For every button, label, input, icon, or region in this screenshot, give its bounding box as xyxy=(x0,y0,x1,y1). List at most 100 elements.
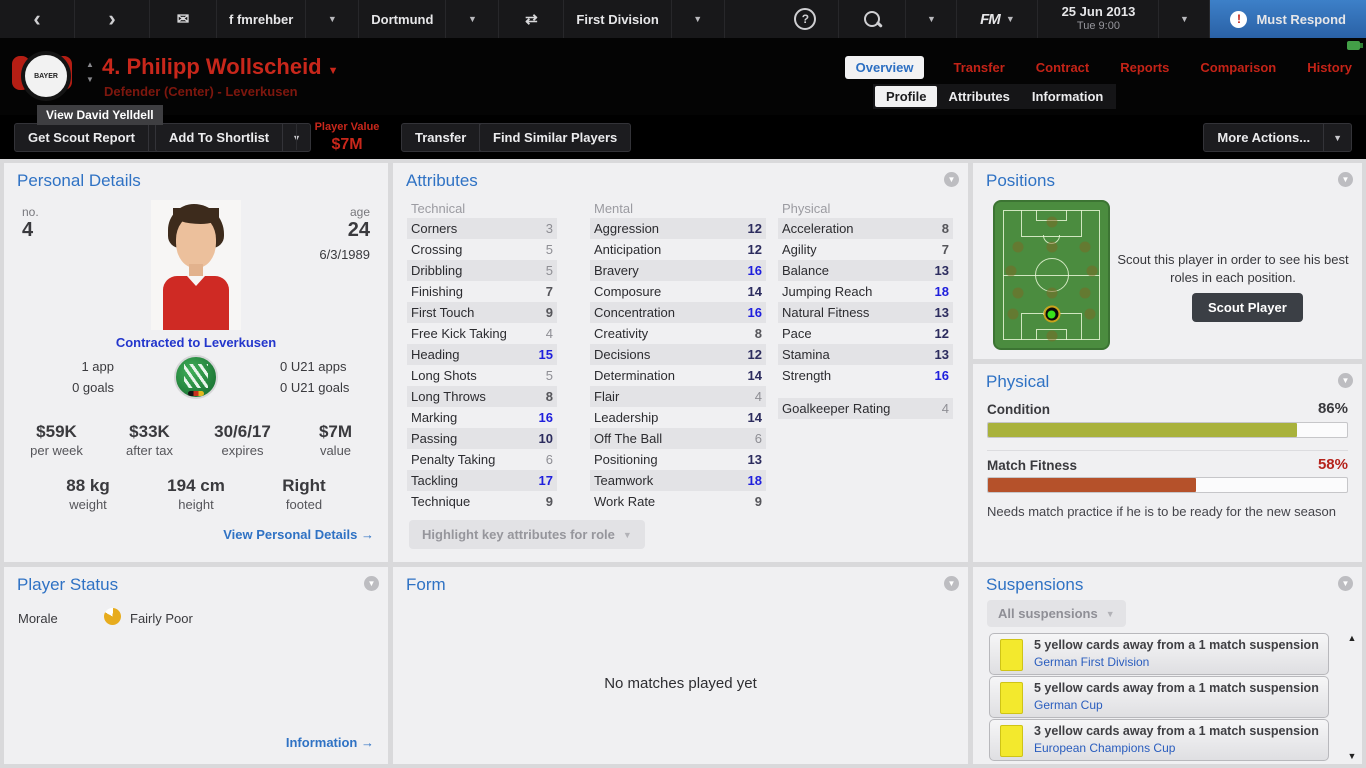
date-menu-arrow[interactable]: ▼ xyxy=(1159,0,1211,38)
attribute-label: Work Rate xyxy=(594,494,656,509)
continue-must-respond-button[interactable]: ! Must Respond xyxy=(1210,0,1366,38)
inbox-button[interactable]: ✉ xyxy=(150,0,217,38)
fm-menu-button[interactable]: FM ▼ xyxy=(957,0,1039,38)
search-button[interactable] xyxy=(839,0,907,38)
manager-menu-arrow[interactable]: ▼ xyxy=(306,0,360,38)
position-spot xyxy=(1086,265,1098,277)
add-to-shortlist-button[interactable]: Add To Shortlist ▼ xyxy=(155,123,312,152)
attribute-label: Heading xyxy=(411,347,460,362)
attribute-label: Composure xyxy=(594,284,662,299)
attribute-value: 12 xyxy=(934,326,949,341)
contract-club-link[interactable]: Contracted to Leverkusen xyxy=(115,335,277,350)
search-menu-arrow[interactable]: ▼ xyxy=(906,0,958,38)
condition-bar-fill xyxy=(988,423,1297,437)
scroll-down-icon[interactable]: ▼ xyxy=(1347,751,1357,761)
position-spot-core xyxy=(1047,310,1056,319)
chevron-down-icon[interactable]: ▼ xyxy=(1323,124,1351,151)
tab-transfer[interactable]: Transfer xyxy=(953,60,1005,75)
current-time: Tue 9:00 xyxy=(1076,20,1120,33)
collapse-panel-icon[interactable]: ▼ xyxy=(1338,576,1353,591)
attribute-value: 16 xyxy=(747,263,762,278)
date-display[interactable]: 25 Jun 2013 Tue 9:00 xyxy=(1038,0,1160,38)
collapse-panel-icon[interactable]: ▼ xyxy=(944,172,959,187)
competition-menu[interactable]: First Division xyxy=(564,0,672,38)
player-cycle-controls[interactable]: ▲ ▼ xyxy=(86,60,94,84)
player-name-menu[interactable]: 4. Philipp Wollscheid ▼ xyxy=(102,54,339,80)
attribute-group-header: Physical xyxy=(782,201,831,216)
attributes-column-physical: Physical Acceleration 8 Agility 7 Balance 13 Ju… xyxy=(778,199,953,419)
attribute-label: Finishing xyxy=(411,284,464,299)
forward-icon: › xyxy=(108,6,116,31)
subtab-information[interactable]: Information xyxy=(1031,89,1104,104)
team-menu-arrow[interactable]: ▼ xyxy=(446,0,500,38)
collapse-panel-icon[interactable]: ▼ xyxy=(1338,172,1353,187)
more-actions-button[interactable]: More Actions... ▼ xyxy=(1203,123,1352,152)
team-menu[interactable]: Dortmund xyxy=(359,0,447,38)
attributes-panel: Attributes ▼ Technical Corners 3 Crossing 5 D… xyxy=(393,163,968,562)
attribute-label: Passing xyxy=(411,431,458,446)
competition-switch-button[interactable]: ⇄ xyxy=(499,0,565,38)
suspension-card[interactable]: 3 yellow cards away from a 1 match suspe… xyxy=(989,719,1329,761)
attribute-label: Pace xyxy=(782,326,812,341)
information-link[interactable]: Information → xyxy=(286,735,374,750)
help-button[interactable]: ? xyxy=(772,0,840,38)
attribute-value: 18 xyxy=(747,473,762,488)
highlight-key-attributes-label: Highlight key attributes for role xyxy=(422,527,615,542)
suspension-card[interactable]: 5 yellow cards away from a 1 match suspe… xyxy=(989,633,1329,675)
suspension-competition[interactable]: German First Division xyxy=(1034,655,1150,669)
subtab-profile[interactable]: Profile xyxy=(875,86,938,107)
attribute-value: 9 xyxy=(545,494,553,509)
u21-caps: 0 U21 apps 0 U21 goals xyxy=(280,357,370,399)
attribute-value: 13 xyxy=(934,263,949,278)
attribute-value: 6 xyxy=(754,431,762,446)
highlight-key-attributes-button[interactable]: Highlight key attributes for role ▼ xyxy=(409,520,645,549)
view-personal-details-link[interactable]: View Personal Details → xyxy=(223,527,374,542)
tab-contract[interactable]: Contract xyxy=(1035,60,1090,75)
scout-player-button[interactable]: Scout Player xyxy=(1192,293,1303,322)
position-spot xyxy=(1046,216,1057,228)
scrollbar[interactable]: ▲ ▼ xyxy=(1346,633,1358,761)
attribute-value: 14 xyxy=(747,410,762,425)
tab-comparison[interactable]: Comparison xyxy=(1200,60,1277,75)
suspension-competition[interactable]: European Champions Cup xyxy=(1034,741,1176,755)
position-spot xyxy=(1007,308,1019,320)
get-scout-report-button[interactable]: Get Scout Report ▼ xyxy=(14,123,177,152)
attribute-label: Aggression xyxy=(594,221,660,236)
suspensions-filter-button[interactable]: All suspensions ▼ xyxy=(987,600,1126,627)
previous-player-arrow-icon[interactable]: ▲ xyxy=(86,60,94,69)
collapse-panel-icon[interactable]: ▼ xyxy=(944,576,959,591)
attribute-row: Finishing 7 xyxy=(407,281,557,302)
attribute-row: Technique 9 xyxy=(407,491,557,512)
search-icon xyxy=(864,11,881,27)
back-button[interactable]: ‹ xyxy=(0,0,75,38)
club-crest: BAYER xyxy=(12,46,72,102)
find-similar-players-button[interactable]: Find Similar Players xyxy=(479,123,632,152)
attribute-row: Flair 4 xyxy=(590,386,766,407)
attribute-value: 8 xyxy=(941,221,949,236)
manager-menu[interactable]: f fmrehber xyxy=(217,0,307,38)
scroll-up-icon[interactable]: ▲ xyxy=(1347,633,1357,643)
competition-menu-arrow[interactable]: ▼ xyxy=(672,0,725,38)
chevron-down-icon: ▼ xyxy=(467,14,477,24)
tab-reports[interactable]: Reports xyxy=(1120,60,1170,75)
contract-stat-label: expires xyxy=(221,443,264,459)
next-player-arrow-icon[interactable]: ▼ xyxy=(86,75,94,84)
highlighted-position-spot xyxy=(1043,305,1060,323)
attribute-value: 7 xyxy=(545,284,553,299)
attribute-value: 5 xyxy=(545,368,553,383)
back-icon: ‹ xyxy=(33,6,41,31)
collapse-panel-icon[interactable]: ▼ xyxy=(1338,373,1353,388)
suspension-card[interactable]: 5 yellow cards away from a 1 match suspe… xyxy=(989,676,1329,718)
tab-overview[interactable]: Overview xyxy=(844,56,925,79)
collapse-panel-icon[interactable]: ▼ xyxy=(364,576,379,591)
contract-stat-after-tax: $33K after tax xyxy=(103,421,196,460)
match-fitness-bar xyxy=(987,477,1348,493)
view-personal-details-label: View Personal Details xyxy=(223,527,358,542)
attribute-value: 3 xyxy=(545,221,553,236)
subtab-attributes[interactable]: Attributes xyxy=(948,89,1010,104)
inbox-icon: ✉ xyxy=(176,11,190,28)
information-link-label: Information xyxy=(285,735,358,750)
tab-history[interactable]: History xyxy=(1307,60,1352,75)
suspension-competition[interactable]: German Cup xyxy=(1034,698,1103,712)
forward-button[interactable]: › xyxy=(75,0,150,38)
